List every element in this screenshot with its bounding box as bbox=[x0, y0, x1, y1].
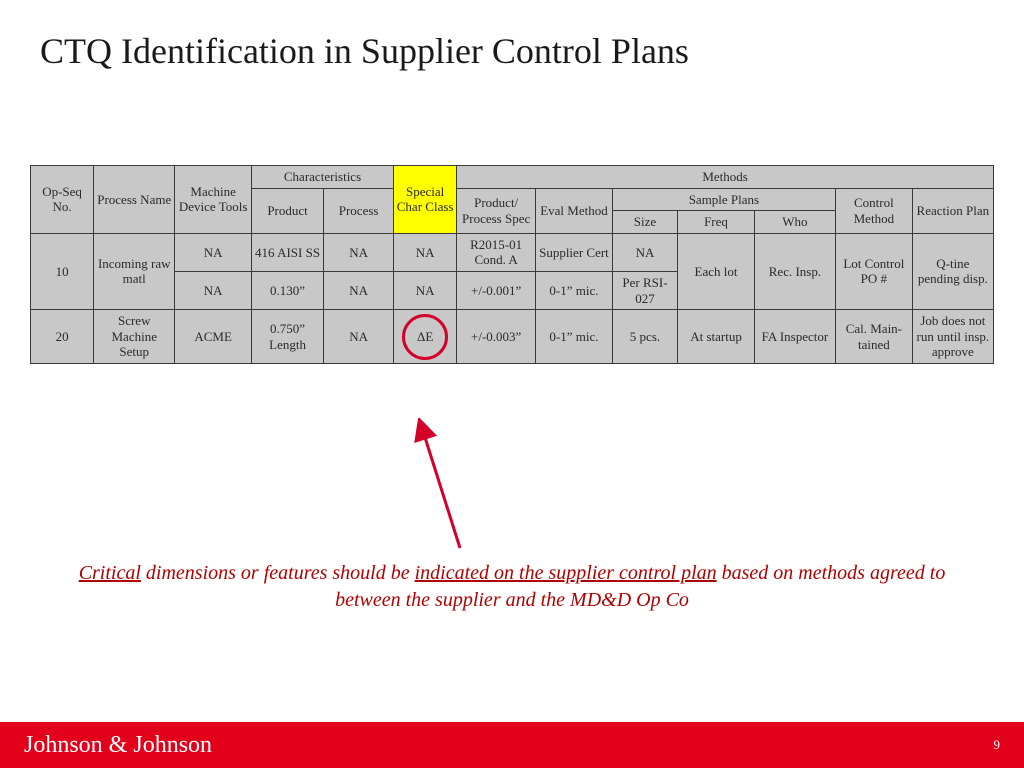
cell-pname: Screw Machine Setup bbox=[94, 310, 175, 364]
cell-product: 416 AISI SS bbox=[251, 233, 323, 271]
cell-control: Cal. Main-tained bbox=[836, 310, 913, 364]
col-process: Process bbox=[324, 188, 394, 233]
cell-size: Per RSI-027 bbox=[612, 271, 677, 309]
cell-machine: NA bbox=[175, 271, 252, 309]
col-control: Control Method bbox=[836, 188, 913, 233]
arrow-icon bbox=[410, 418, 490, 558]
table-row: 20 Screw Machine Setup ACME 0.750” Lengt… bbox=[31, 310, 994, 364]
col-product: Product bbox=[251, 188, 323, 233]
col-pps: Product/ Process Spec bbox=[457, 188, 536, 233]
col-reaction: Reaction Plan bbox=[912, 188, 993, 233]
page-number: 9 bbox=[994, 737, 1001, 753]
caption-part: Critical bbox=[79, 562, 141, 584]
cell-size: NA bbox=[612, 233, 677, 271]
col-methods-group: Methods bbox=[457, 166, 994, 189]
col-eval: Eval Method bbox=[536, 188, 613, 233]
cell-pps: +/-0.001” bbox=[457, 271, 536, 309]
cell-size: 5 pcs. bbox=[612, 310, 677, 364]
cell-machine: ACME bbox=[175, 310, 252, 364]
table: Op-Seq No. Process Name Machine Device T… bbox=[30, 165, 994, 364]
cell-process: NA bbox=[324, 271, 394, 309]
cell-freq: At startup bbox=[678, 310, 755, 364]
col-freq: Freq bbox=[678, 211, 755, 234]
cell-who: Rec. Insp. bbox=[754, 233, 835, 309]
cell-eval: Supplier Cert bbox=[536, 233, 613, 271]
cell-control: Lot Control PO # bbox=[836, 233, 913, 309]
cell-reaction: Q-tine pending disp. bbox=[912, 233, 993, 309]
company-logo: Johnson & Johnson bbox=[24, 732, 212, 759]
cell-product: 0.750” Length bbox=[251, 310, 323, 364]
table-row: 10 Incoming raw matl NA 416 AISI SS NA N… bbox=[31, 233, 994, 271]
cell-machine: NA bbox=[175, 233, 252, 271]
slide: CTQ Identification in Supplier Control P… bbox=[0, 0, 1024, 768]
special-value: ΔE bbox=[417, 329, 433, 344]
footer-bar: Johnson & Johnson 9 bbox=[0, 722, 1024, 768]
cell-product: 0.130” bbox=[251, 271, 323, 309]
table-header-row: Op-Seq No. Process Name Machine Device T… bbox=[31, 166, 994, 189]
caption-text: Critical dimensions or features should b… bbox=[60, 560, 964, 614]
cell-eval: 0-1” mic. bbox=[536, 271, 613, 309]
cell-process: NA bbox=[324, 310, 394, 364]
cell-who: FA Inspector bbox=[754, 310, 835, 364]
cell-freq: Each lot bbox=[678, 233, 755, 309]
col-special-char: Special Char Class bbox=[394, 166, 457, 234]
cell-reaction: Job does not run until insp. approve bbox=[912, 310, 993, 364]
cell-pps: R2015-01 Cond. A bbox=[457, 233, 536, 271]
col-process-name: Process Name bbox=[94, 166, 175, 234]
col-sample-plans-group: Sample Plans bbox=[612, 188, 835, 211]
col-size: Size bbox=[612, 211, 677, 234]
cell-eval: 0-1” mic. bbox=[536, 310, 613, 364]
col-machine: Machine Device Tools bbox=[175, 166, 252, 234]
col-characteristics-group: Characteristics bbox=[251, 166, 393, 189]
col-who: Who bbox=[754, 211, 835, 234]
cell-special: NA bbox=[394, 271, 457, 309]
cell-op: 10 bbox=[31, 233, 94, 309]
caption-part: indicated on the supplier control plan bbox=[415, 562, 717, 584]
cell-pname: Incoming raw matl bbox=[94, 233, 175, 309]
cell-op: 20 bbox=[31, 310, 94, 364]
page-title: CTQ Identification in Supplier Control P… bbox=[40, 30, 689, 72]
cell-process: NA bbox=[324, 233, 394, 271]
caption-part: dimensions or features should be bbox=[141, 562, 415, 584]
cell-special: NA bbox=[394, 233, 457, 271]
cell-special-highlighted: ΔE bbox=[394, 310, 457, 364]
cell-pps: +/-0.003” bbox=[457, 310, 536, 364]
control-plan-table: Op-Seq No. Process Name Machine Device T… bbox=[30, 165, 994, 364]
col-op-seq: Op-Seq No. bbox=[31, 166, 94, 234]
